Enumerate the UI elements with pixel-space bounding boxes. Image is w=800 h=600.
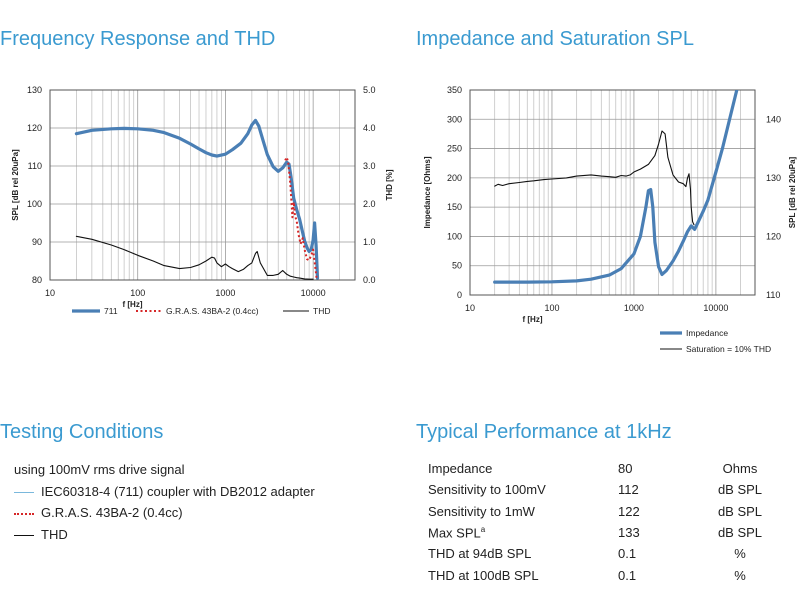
series-line-impedance bbox=[493, 90, 739, 284]
y-axis-label: Impedance [Ohms] bbox=[423, 156, 432, 228]
x-tick-label: 100 bbox=[130, 288, 145, 298]
table-row: THD at 100dB SPL 0.1 % bbox=[424, 564, 800, 585]
y-tick-label: 350 bbox=[447, 85, 462, 95]
series-line-711 bbox=[74, 118, 320, 280]
footnote-marker: a bbox=[480, 524, 486, 534]
frequency-response-title: Frequency Response and THD bbox=[0, 28, 276, 50]
coupler-line-swatch bbox=[14, 492, 34, 493]
y2-tick-label: 120 bbox=[766, 231, 781, 241]
param-label: THD at 94dB SPL bbox=[428, 546, 532, 562]
y-tick-label: 50 bbox=[452, 261, 462, 271]
table-row: Max SPLa 133 dB SPL bbox=[424, 522, 800, 543]
y2-tick-label: 2.0 bbox=[363, 199, 376, 209]
y-axis-label: SPL [dB rel 20uPa] bbox=[11, 149, 20, 221]
x-tick-label: 10 bbox=[465, 303, 475, 313]
impedance-title: Impedance and Saturation SPL bbox=[416, 28, 694, 50]
param-value: 122 bbox=[618, 503, 640, 519]
y-tick-label: 110 bbox=[28, 161, 42, 171]
y-tick-label: 80 bbox=[32, 275, 42, 285]
param-value: 80 bbox=[618, 461, 633, 477]
param-label: Sensitivity to 100mV bbox=[428, 482, 546, 498]
series-line-saturation-10-thd bbox=[494, 130, 695, 226]
y-tick-label: 300 bbox=[447, 114, 462, 124]
param-label: Impedance bbox=[428, 461, 493, 477]
testing-conditions-title: Testing Conditions bbox=[0, 421, 164, 443]
y-tick-label: 120 bbox=[27, 123, 42, 133]
y-tick-label: 250 bbox=[447, 144, 462, 154]
param-unit: Ohms bbox=[722, 461, 758, 477]
param-value: 112 bbox=[618, 482, 639, 498]
series-group bbox=[493, 90, 739, 284]
param-label: Sensitivity to 1mW bbox=[428, 503, 535, 519]
param-value: 0.1 bbox=[618, 546, 637, 562]
gras-line-swatch bbox=[14, 513, 34, 515]
thd-line-swatch bbox=[14, 535, 34, 536]
param-label: Max SPLa bbox=[424, 522, 618, 543]
y-tick-label: 150 bbox=[447, 202, 462, 212]
x-tick-label: 100 bbox=[544, 303, 559, 313]
series-group bbox=[74, 118, 320, 280]
legend-label: Impedance bbox=[686, 328, 728, 338]
param-label: THD at 100dB SPL bbox=[428, 567, 539, 583]
legend-label: Saturation = 10% THD bbox=[686, 344, 771, 354]
y2-tick-label: 5.0 bbox=[363, 85, 376, 95]
legend-label: G.R.A.S. 43BA-2 (0.4cc) bbox=[166, 306, 259, 316]
performance-table: Impedance 80 Ohms Sensitivity to 100mV 1… bbox=[424, 458, 800, 586]
x-tick-label: 1000 bbox=[215, 288, 235, 298]
max-spl-text: Max SPL bbox=[428, 525, 481, 541]
param-unit: % bbox=[734, 567, 746, 583]
y2-tick-label: 4.0 bbox=[363, 123, 376, 133]
typical-performance-title: Typical Performance at 1kHz bbox=[416, 421, 672, 443]
x-axis-label: f [Hz] bbox=[523, 315, 543, 324]
plot-frame bbox=[49, 89, 356, 281]
y-tick-label: 100 bbox=[447, 231, 462, 241]
x-tick-label: 10000 bbox=[703, 303, 728, 313]
impedance-chart: 10 100 1000 10000 0 50 100 150 200 250 300 350 110 12… bbox=[423, 85, 797, 354]
param-unit: dB SPL bbox=[717, 482, 763, 498]
y2-tick-label: 3.0 bbox=[363, 161, 376, 171]
param-unit: dB SPL bbox=[717, 525, 763, 541]
x-tick-label: 1000 bbox=[624, 303, 644, 313]
y2-tick-label: 0.0 bbox=[363, 275, 376, 285]
y-tick-label: 130 bbox=[27, 85, 42, 95]
param-value: 133 bbox=[618, 525, 640, 541]
x-tick-label: 10 bbox=[45, 288, 55, 298]
y2-axis-label: THD [%] bbox=[385, 169, 394, 200]
series-line-g-r-a-s-43ba-2-0-4cc bbox=[284, 156, 318, 280]
y-tick-label: 200 bbox=[447, 173, 462, 183]
y2-tick-label: 1.0 bbox=[363, 237, 376, 247]
y2-tick-label: 140 bbox=[766, 114, 781, 124]
series-line-thd bbox=[75, 235, 314, 280]
y2-tick-label: 110 bbox=[766, 290, 780, 300]
y-tick-label: 90 bbox=[32, 237, 42, 247]
thd-label: THD bbox=[41, 527, 68, 542]
table-row: Sensitivity to 100mV 112 dB SPL bbox=[424, 479, 800, 500]
param-value: 0.1 bbox=[618, 567, 637, 583]
y-tick-label: 0 bbox=[457, 290, 462, 300]
y-tick-label: 100 bbox=[27, 199, 42, 209]
param-unit: % bbox=[734, 546, 746, 562]
legend-label: THD bbox=[313, 306, 330, 316]
table-row: Sensitivity to 1mW 122 dB SPL bbox=[424, 501, 800, 522]
coupler-label: IEC60318-4 (711) coupler with DB2012 ada… bbox=[41, 484, 315, 499]
y2-tick-label: 130 bbox=[766, 173, 781, 183]
y2-axis-label: SPL [dB rel 20uPa] bbox=[788, 156, 797, 228]
x-axis-label: f [Hz] bbox=[123, 300, 143, 309]
table-row: Impedance 80 Ohms bbox=[424, 458, 800, 479]
table-row: THD at 94dB SPL 0.1 % bbox=[424, 543, 800, 564]
frequency-response-chart: 10 100 1000 10000 80 90 100 110 120 130 0.0 1.0 2.0 3… bbox=[11, 85, 394, 316]
param-unit: dB SPL bbox=[717, 503, 763, 519]
plot-frame bbox=[469, 89, 756, 296]
legend-label: 711 bbox=[104, 306, 118, 316]
gras-label: G.R.A.S. 43BA-2 (0.4cc) bbox=[41, 505, 183, 520]
drive-signal-text: using 100mV rms drive signal bbox=[14, 462, 185, 477]
x-tick-label: 10000 bbox=[301, 288, 326, 298]
